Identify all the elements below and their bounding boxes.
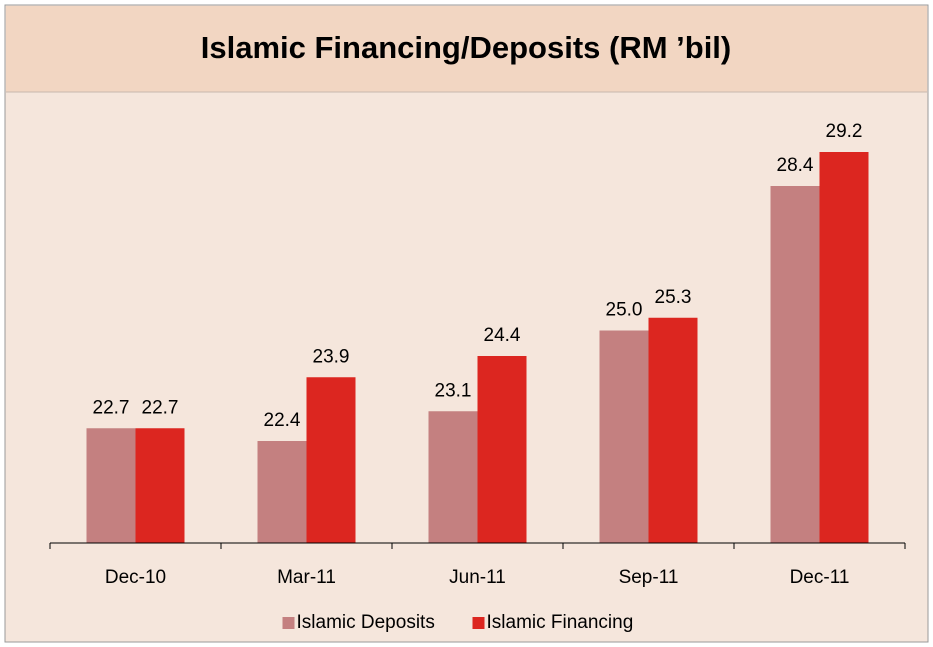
data-label: 25.0 <box>606 300 643 321</box>
data-label: 23.9 <box>313 346 350 367</box>
x-tick-label: Jun-11 <box>449 567 506 588</box>
x-tick-label: Sep-11 <box>619 567 679 588</box>
bar <box>428 411 478 543</box>
bar <box>477 356 527 543</box>
bar <box>648 317 698 543</box>
legend-swatch <box>472 617 485 629</box>
data-label: 28.4 <box>777 155 814 176</box>
bar <box>86 428 136 543</box>
legend-swatch <box>282 617 295 629</box>
x-tick-label: Dec-10 <box>105 567 166 588</box>
data-label: 24.4 <box>484 325 521 346</box>
x-tick-label: Dec-11 <box>790 567 850 588</box>
data-label: 25.3 <box>655 287 692 308</box>
bar <box>770 186 820 543</box>
bar <box>599 330 649 543</box>
data-label: 22.7 <box>142 397 179 418</box>
legend-label: Islamic Deposits <box>297 612 435 633</box>
title-band <box>6 6 927 92</box>
x-tick-label: Mar-11 <box>277 567 336 588</box>
bar <box>819 152 869 543</box>
chart-title: Islamic Financing/Deposits (RM ’bil) <box>201 30 732 65</box>
bar <box>306 377 356 543</box>
legend-label: Islamic Financing <box>487 612 634 633</box>
bar <box>257 441 307 543</box>
data-label: 22.4 <box>264 410 301 431</box>
data-label: 22.7 <box>93 397 130 418</box>
data-label: 23.1 <box>435 380 472 401</box>
bar <box>135 428 185 543</box>
data-label: 29.2 <box>826 121 863 142</box>
